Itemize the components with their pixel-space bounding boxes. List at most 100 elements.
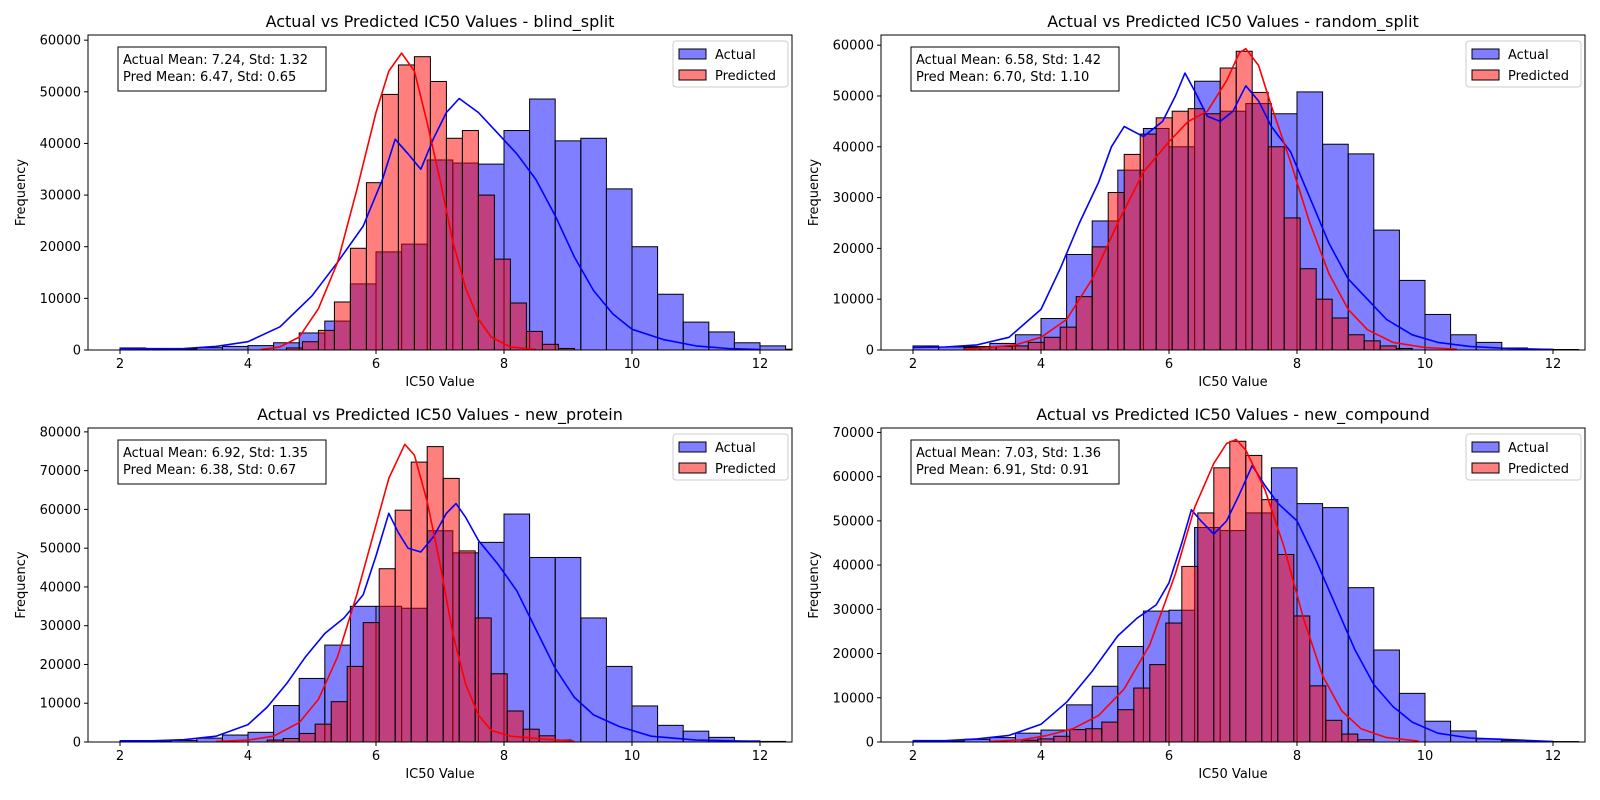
histogram-bar-predicted bbox=[1213, 467, 1231, 742]
y-tick-label: 50000 bbox=[40, 542, 81, 557]
y-tick-label: 30000 bbox=[40, 189, 81, 204]
legend: Actual Predicted bbox=[672, 40, 789, 88]
y-tick-label: 10000 bbox=[833, 293, 874, 308]
y-tick-label: 40000 bbox=[40, 137, 81, 152]
stats-box-frame bbox=[910, 439, 1120, 485]
chart-title: Actual vs Predicted IC50 Values - new_pr… bbox=[257, 405, 623, 425]
stats-box-frame bbox=[117, 439, 327, 485]
axes-frame bbox=[87, 34, 793, 351]
stats-box: Actual Mean: 6.92, Std: 1.35 Pred Mean: 6… bbox=[117, 439, 327, 485]
stats-actual: Actual Mean: 6.58, Std: 1.42 bbox=[916, 53, 1101, 68]
stats-box: Actual Mean: 7.03, Std: 1.36 Pred Mean: 6… bbox=[910, 439, 1120, 485]
stats-predicted: Pred Mean: 6.47, Std: 0.65 bbox=[123, 70, 296, 85]
x-tick-label: 4 bbox=[1037, 357, 1045, 372]
histogram-bar-actual bbox=[580, 617, 607, 742]
legend-swatch-actual bbox=[1471, 441, 1500, 453]
series-predicted bbox=[1021, 440, 1375, 742]
histogram-bar-predicted bbox=[509, 302, 527, 350]
histogram-bar-predicted bbox=[1085, 728, 1103, 742]
histogram-bar-predicted bbox=[282, 738, 300, 742]
histogram-bar-actual bbox=[554, 556, 582, 742]
histogram-bar-predicted bbox=[426, 446, 444, 742]
x-tick-label: 6 bbox=[372, 357, 380, 372]
histogram-bar-predicted bbox=[477, 194, 495, 350]
histogram-bar-actual bbox=[1347, 153, 1375, 350]
x-tick-label: 10 bbox=[624, 357, 641, 372]
histogram-bar-predicted bbox=[1315, 298, 1333, 350]
histogram-bar-actual bbox=[605, 665, 633, 742]
histogram-bar-predicted bbox=[330, 701, 348, 742]
kde-line-predicted bbox=[260, 52, 537, 350]
y-axis-label: Frequency bbox=[807, 159, 822, 226]
histogram-bar-predicted bbox=[1299, 268, 1317, 350]
histogram-bar-predicted bbox=[1251, 91, 1269, 350]
x-tick-label: 12 bbox=[1545, 749, 1562, 764]
legend: Actual Predicted bbox=[1465, 40, 1582, 88]
subplot-1: 2 4 6 8 10 12 0 10000 20000 30000 40000 50000 60000 A… bbox=[14, 12, 793, 390]
kde-line-actual bbox=[120, 502, 761, 742]
x-tick-label: 6 bbox=[1165, 357, 1173, 372]
legend-swatch-actual bbox=[678, 441, 707, 453]
histogram-bar-predicted bbox=[333, 301, 351, 350]
stats-actual: Actual Mean: 7.24, Std: 1.32 bbox=[123, 53, 308, 68]
legend-label-actual: Actual bbox=[1508, 441, 1549, 456]
histogram-bar-predicted bbox=[1069, 729, 1087, 742]
y-tick-label: 10000 bbox=[40, 292, 81, 307]
x-tick-label: 2 bbox=[909, 357, 917, 372]
legend-swatch-actual bbox=[678, 48, 707, 60]
legend-swatch-actual bbox=[1471, 48, 1500, 60]
histogram-bar-predicted bbox=[1283, 217, 1301, 350]
stats-actual: Actual Mean: 7.03, Std: 1.36 bbox=[916, 446, 1101, 461]
histogram-bar-actual bbox=[605, 188, 633, 350]
histogram-bar-predicted bbox=[314, 723, 332, 742]
x-tick-label: 6 bbox=[372, 749, 380, 764]
stats-actual: Actual Mean: 6.92, Std: 1.35 bbox=[123, 446, 308, 461]
y-tick-label: 50000 bbox=[833, 514, 874, 529]
x-tick-label: 4 bbox=[1037, 749, 1045, 764]
x-axis-label: IC50 Value bbox=[405, 375, 474, 390]
histogram-bar-predicted bbox=[442, 477, 460, 742]
subplot-3: 2 4 6 8 10 12 0 10000 20000 30000 40000 50000 60000 7… bbox=[14, 405, 793, 782]
histogram-bar-predicted bbox=[1027, 341, 1045, 350]
stats-box: Actual Mean: 6.58, Std: 1.42 Pred Mean: 6… bbox=[910, 46, 1120, 92]
kde-line-predicted bbox=[964, 47, 1458, 350]
y-tick-label: 40000 bbox=[833, 559, 874, 574]
histogram-bar-predicted bbox=[506, 710, 524, 742]
histogram-bar-predicted bbox=[1101, 721, 1119, 742]
histogram-bar-actual bbox=[1424, 313, 1452, 350]
histogram-bar-predicted bbox=[1165, 622, 1183, 742]
histogram-bar-predicted bbox=[1235, 50, 1253, 350]
histogram-bar-predicted bbox=[1059, 326, 1077, 350]
histogram-bar-predicted bbox=[1245, 454, 1263, 742]
y-tick-label: 60000 bbox=[833, 470, 874, 485]
y-tick-label: 60000 bbox=[833, 39, 874, 54]
legend-label-actual: Actual bbox=[715, 441, 756, 456]
axes-frame bbox=[87, 427, 793, 743]
histogram-bar-predicted bbox=[1053, 735, 1071, 742]
histogram-bar-predicted bbox=[1277, 553, 1295, 742]
histogram-bar-predicted bbox=[298, 732, 316, 742]
legend-swatch-predicted bbox=[1471, 462, 1500, 474]
plot-area bbox=[912, 438, 1580, 742]
histogram-bar-predicted bbox=[1261, 499, 1279, 742]
x-tick-label: 10 bbox=[1417, 357, 1434, 372]
plot-area bbox=[119, 443, 787, 742]
y-tick-label: 80000 bbox=[40, 425, 81, 440]
x-tick-label: 8 bbox=[1293, 357, 1301, 372]
x-tick-label: 12 bbox=[752, 357, 769, 372]
x-axis-label: IC50 Value bbox=[1198, 375, 1267, 390]
histogram-bar-predicted bbox=[1043, 336, 1061, 350]
legend-label-actual: Actual bbox=[1508, 48, 1549, 63]
histogram-bar-actual bbox=[1373, 229, 1400, 350]
histogram-bar-predicted bbox=[1347, 334, 1365, 350]
histogram-bar-predicted bbox=[317, 329, 335, 350]
x-tick-label: 8 bbox=[500, 357, 508, 372]
axes-frame bbox=[880, 34, 1586, 351]
histogram-bar-actual bbox=[580, 137, 607, 350]
legend-label-actual: Actual bbox=[715, 48, 756, 63]
stats-box-frame bbox=[910, 46, 1120, 92]
histogram-bar-actual bbox=[529, 98, 556, 350]
legend-label-predicted: Predicted bbox=[715, 69, 776, 84]
chart-title: Actual vs Predicted IC50 Values - random… bbox=[1047, 12, 1419, 32]
